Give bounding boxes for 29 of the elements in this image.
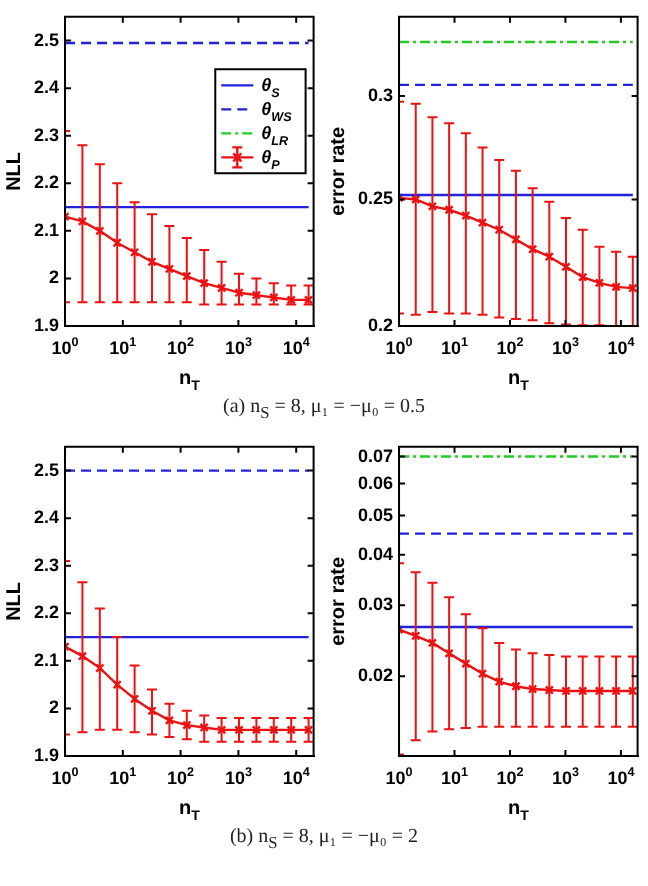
y-tick-label: 2 [48, 267, 60, 288]
y-tick-label: 2.4 [33, 507, 60, 528]
y-tick-label: 0.06 [357, 472, 394, 493]
y-tick-label: 0.04 [357, 543, 394, 564]
y-axis-title: NLL [3, 581, 26, 621]
y-tick-label: 0.25 [357, 188, 394, 209]
y-tick-label: 2.3 [33, 554, 60, 575]
y-axis-title: NLL [3, 151, 26, 191]
y-tick-label: 2.5 [33, 29, 60, 50]
y-tick-label: 1.9 [33, 314, 60, 335]
y-axis-title: error rate [327, 556, 350, 646]
y-tick-label: 0.07 [357, 445, 394, 466]
text: (a) n$_{S}$ = 8, μ₁ = −μ₀ = 0.5 [220, 396, 427, 422]
y-tick-label: 2.5 [33, 459, 60, 480]
y-tick-label: 2.2 [33, 602, 60, 623]
y-tick-label: 0.03 [357, 594, 394, 615]
y-tick-label: 2.1 [33, 649, 60, 670]
y-tick-label: 2.4 [33, 77, 60, 98]
y-tick-label: 0.2 [368, 314, 394, 335]
y-tick-label: 2 [48, 697, 60, 718]
y-axis-title: error rate [327, 126, 350, 216]
y-tick-label: 2.1 [33, 219, 60, 240]
y-tick-label: 0.02 [357, 665, 394, 686]
y-tick-label: 0.05 [357, 504, 394, 525]
y-tick-label: 0.3 [368, 85, 394, 106]
y-tick-label: 2.2 [33, 172, 60, 193]
y-tick-label: 1.9 [33, 744, 60, 765]
y-tick-label: 2.3 [33, 124, 60, 145]
text: (b) n$_{S}$ = 8, μ₁ = −μ₀ = 2 [227, 826, 421, 852]
